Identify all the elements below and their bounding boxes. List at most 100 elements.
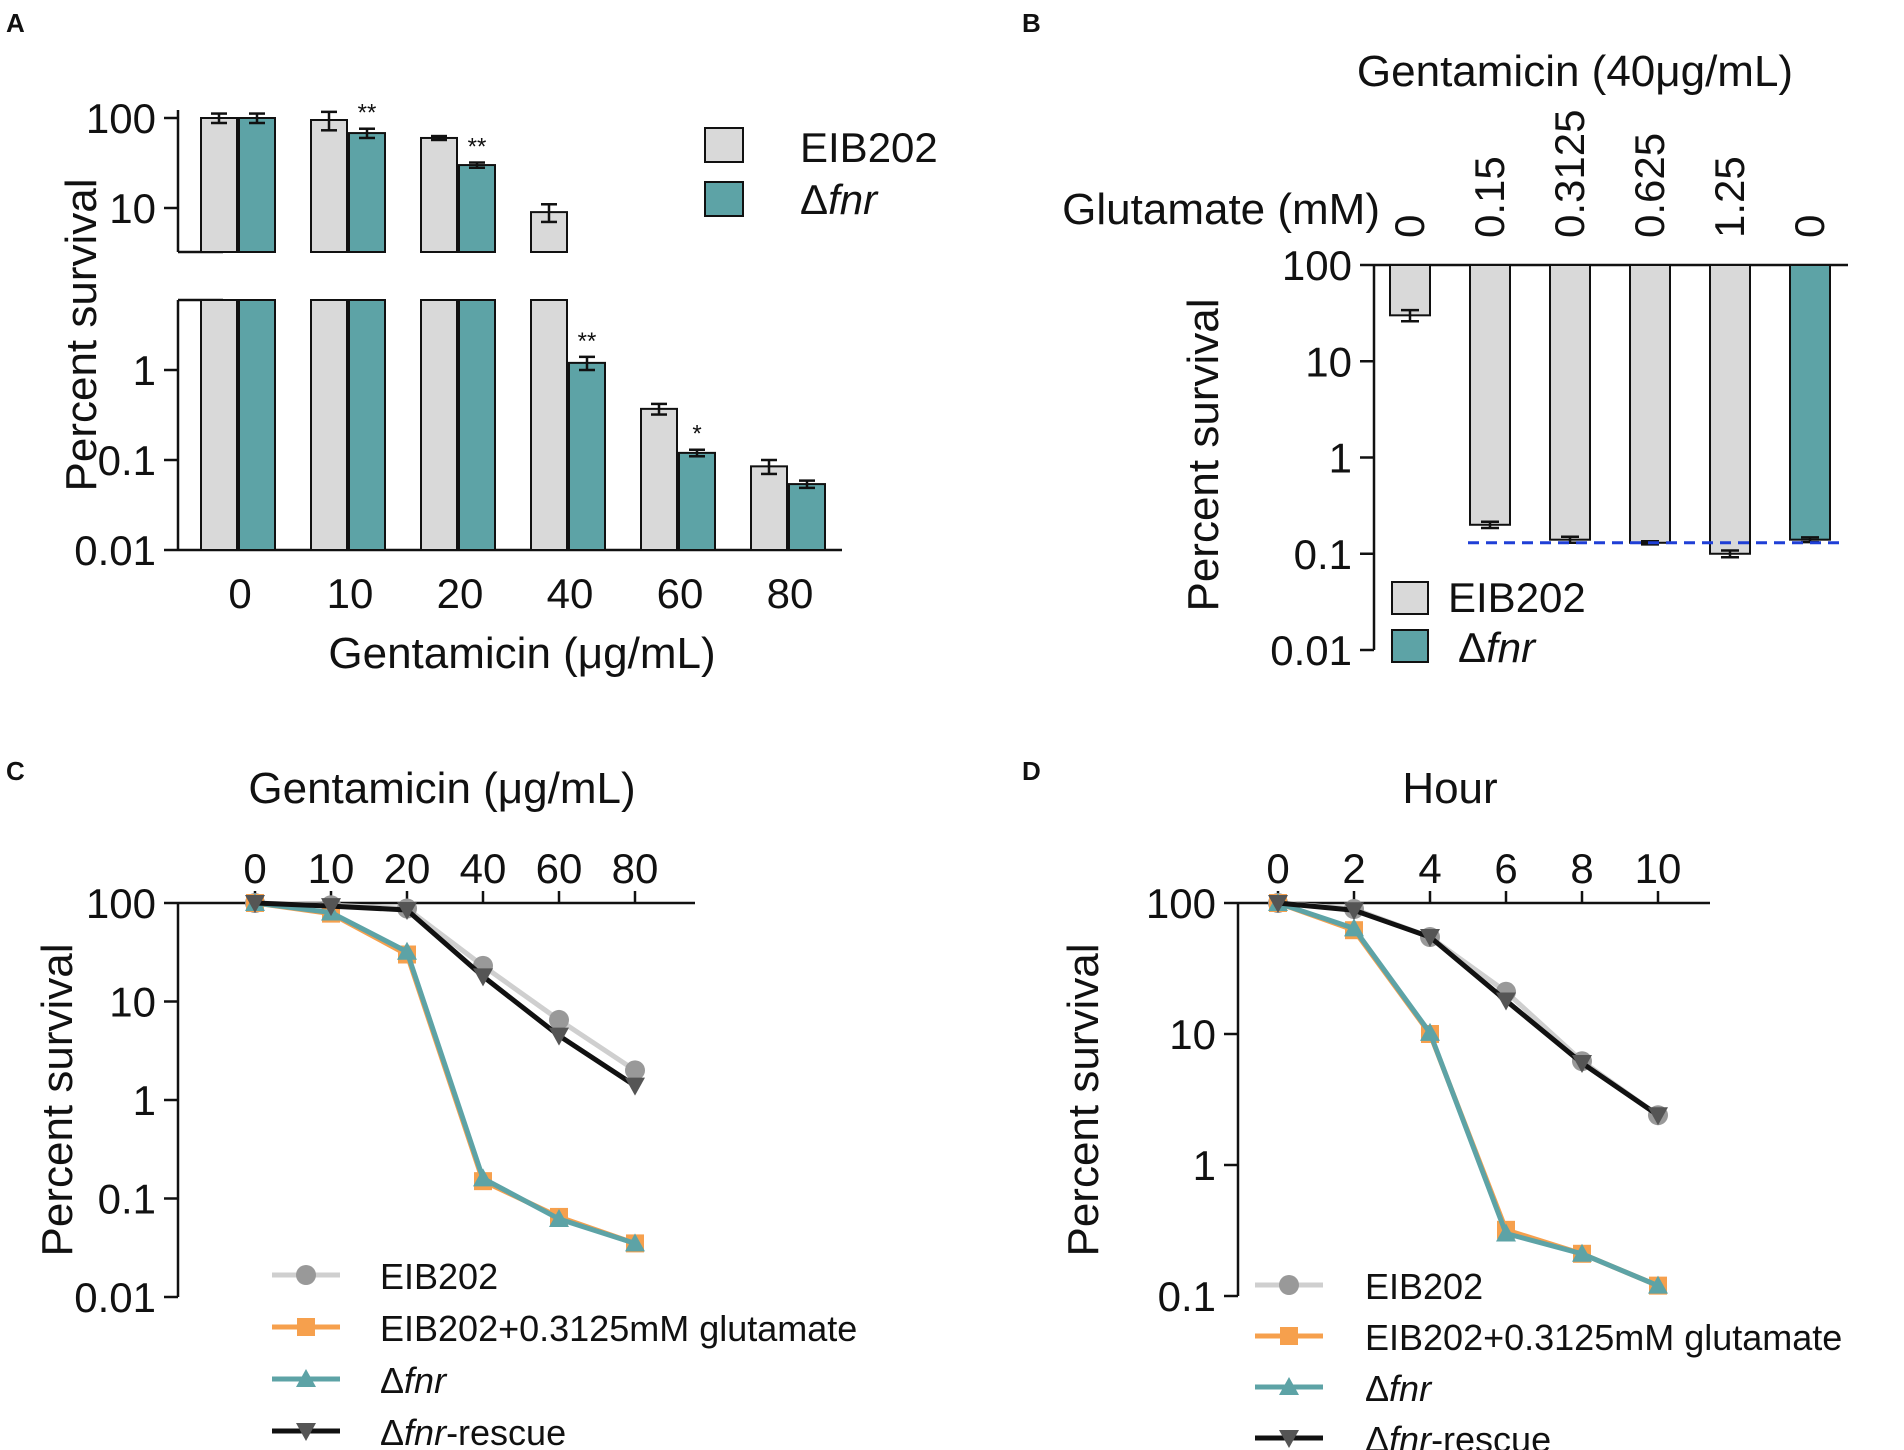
bar-eib202 <box>200 117 238 253</box>
x-tick-label: 2 <box>1342 845 1365 892</box>
x-tick-label: 8 <box>1570 845 1593 892</box>
bar-dfnr <box>238 117 276 253</box>
legend-marker-glutamate <box>297 1318 315 1336</box>
x-tick-label: 10 <box>1635 845 1682 892</box>
data-point-rescue <box>625 1077 645 1096</box>
series-line-rescue <box>1277 900 1660 1118</box>
bar-dfnr <box>458 164 496 253</box>
data-point-eib202 <box>625 1060 645 1081</box>
category-label: 1.25 <box>1706 156 1753 238</box>
bar-eib202 <box>1469 264 1511 526</box>
y-tick-label: 10 <box>109 185 156 232</box>
legend-marker-rescue <box>296 1423 316 1441</box>
data-point-rescue <box>1420 929 1440 948</box>
data-point-dfnr <box>1572 1243 1592 1262</box>
y-tick-label: 10 <box>1169 1011 1216 1058</box>
data-point-rescue <box>397 901 417 920</box>
x-tick-label: 10 <box>327 570 374 617</box>
y-axis-label: Percent survival <box>33 943 82 1256</box>
y-axis-label: Percent survival <box>1059 943 1108 1256</box>
bar-eib202 <box>1549 264 1591 541</box>
panel-b-chart: 100 10 1 0.1 0.01 0 0.15 0.3125 0.625 1.25 0 Gentam… <box>1062 47 1848 674</box>
data-point-dfnr <box>625 1233 645 1252</box>
data-point-dfnr <box>473 1168 493 1187</box>
data-point-rescue <box>1268 895 1288 913</box>
data-point-dfnr <box>397 941 417 960</box>
y-tick-label: 0.1 <box>1158 1273 1216 1320</box>
row-label-glutamate: Glutamate (mM) <box>1062 185 1380 234</box>
legend-swatch-eib202 <box>704 127 744 163</box>
legend-marker-dfnr <box>1279 1377 1299 1395</box>
chart-title: Hour <box>1402 764 1497 813</box>
bar-eib202 <box>420 136 458 253</box>
bar-dfnr <box>568 361 606 551</box>
bar-dfnr-lower <box>348 299 386 551</box>
category-label: 0 <box>1386 215 1433 238</box>
y-tick-label: 10 <box>109 979 156 1026</box>
data-point-rescue <box>245 895 265 913</box>
significance-mark: ** <box>578 328 597 355</box>
y-tick-label: 100 <box>86 880 156 927</box>
category-label: 0.15 <box>1466 156 1513 238</box>
panel-b-label: B <box>1022 8 1041 38</box>
x-tick-label: 40 <box>547 570 594 617</box>
legend-marker-eib202 <box>296 1265 316 1285</box>
y-axis-label: Percent survival <box>1179 298 1228 611</box>
legend-label-eib202: EIB202 <box>1365 1266 1483 1307</box>
x-axis-label: Gentamicin (μg/mL) <box>328 629 715 678</box>
bar-eib202-lower <box>310 299 348 551</box>
series-line-glutamate <box>1277 900 1659 1288</box>
y-tick-label: 0.1 <box>98 1176 156 1223</box>
legend-swatch-dfnr <box>1391 629 1429 663</box>
data-point-dfnr <box>1648 1275 1668 1294</box>
y-tick-label: 10 <box>1305 338 1352 385</box>
legend-swatch-eib202 <box>1391 581 1429 615</box>
data-point-rescue <box>1572 1055 1592 1074</box>
y-tick-label: 0.01 <box>1270 627 1352 674</box>
data-point-dfnr <box>1496 1223 1516 1242</box>
bar-eib202-lower <box>200 299 238 551</box>
legend-label-dfnr: Δfnr <box>1458 624 1537 671</box>
bar-eib202 <box>750 465 788 551</box>
significance-mark: ** <box>468 134 487 161</box>
bar-dfnr-lower <box>458 299 496 551</box>
series-line-dfnr <box>1277 900 1659 1288</box>
legend-marker-eib202 <box>1279 1275 1299 1295</box>
panel-a-label: A <box>6 8 25 38</box>
y-tick-label: 1 <box>133 347 156 394</box>
bar-eib202 <box>310 119 348 253</box>
legend-label-eib202: EIB202 <box>800 124 938 171</box>
x-tick-label: 80 <box>612 845 659 892</box>
data-point-rescue <box>1496 992 1516 1011</box>
series-line-eib202 <box>1277 900 1660 1118</box>
legend-label-rescue: Δfnr-rescue <box>380 1412 566 1450</box>
data-point-dfnr <box>1420 1022 1440 1041</box>
legend-label-glutamate: EIB202+0.3125mM glutamate <box>1365 1317 1842 1358</box>
legend-label-dfnr: Δfnr <box>1365 1368 1433 1409</box>
x-tick-label: 20 <box>437 570 484 617</box>
category-label: 0 <box>1786 215 1833 238</box>
y-tick-label: 100 <box>1146 880 1216 927</box>
bar-eib202 <box>1389 264 1431 317</box>
legend-marker-dfnr <box>296 1369 316 1387</box>
bar-eib202 <box>1709 264 1751 555</box>
x-tick-label: 0 <box>228 570 251 617</box>
legend-label-eib202: EIB202 <box>1448 574 1586 621</box>
data-point-dfnr <box>549 1208 569 1227</box>
legend-label-dfnr: Δfnr <box>800 176 879 223</box>
bar-eib202-lower <box>530 299 568 551</box>
panel-c-chart: 100 10 1 0.1 0.01 0 10 20 40 60 80 Gentamicin (μg/m… <box>33 764 857 1450</box>
data-point-eib202 <box>549 1009 569 1030</box>
panel-d-chart: 100 10 1 0.1 0 2 4 6 8 10 Hour Percent survival EIB2… <box>1059 764 1842 1450</box>
y-tick-label: 1 <box>133 1077 156 1124</box>
bar-eib202 <box>1629 264 1671 544</box>
y-tick-label: 100 <box>86 95 156 142</box>
bar-eib202 <box>640 407 678 551</box>
x-tick-label: 4 <box>1418 845 1441 892</box>
bar-dfnr <box>348 132 386 254</box>
x-tick-label: 40 <box>460 845 507 892</box>
category-label: 0.3125 <box>1546 110 1593 238</box>
legend-label-rescue: Δfnr-rescue <box>1365 1419 1551 1450</box>
